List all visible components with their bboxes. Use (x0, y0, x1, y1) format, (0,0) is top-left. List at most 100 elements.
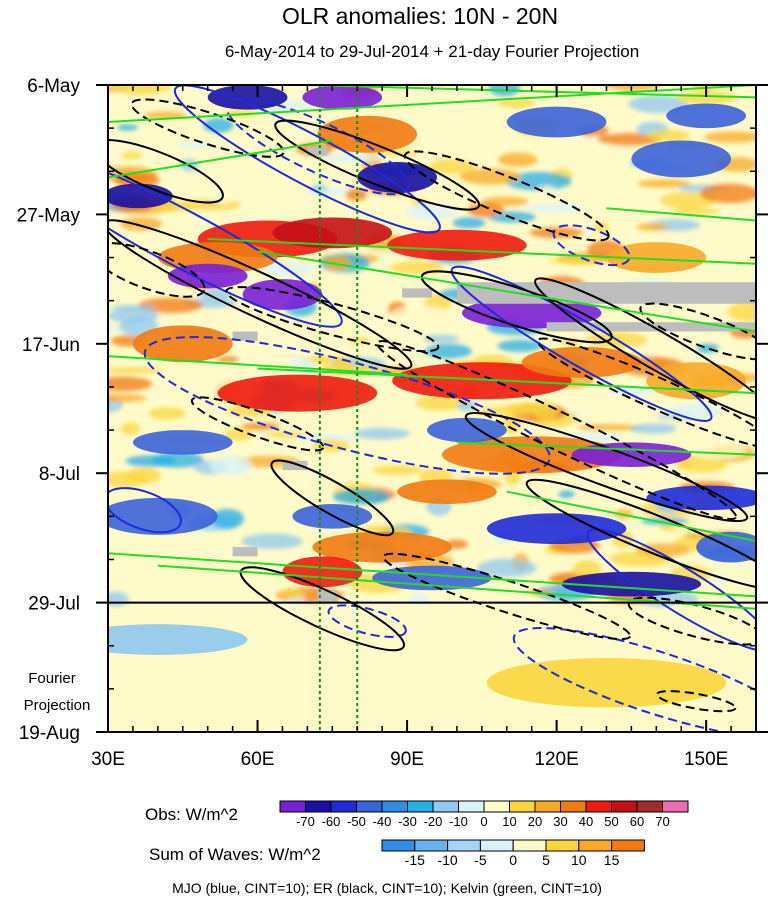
mjo-negative-contour (327, 604, 407, 638)
texture-blob (703, 131, 756, 143)
mjo-negative-contour (512, 626, 756, 732)
texture-blob (691, 442, 747, 460)
texture-blob (345, 188, 367, 201)
er-negative-contour (130, 98, 285, 158)
colorbar-level: -10 (449, 814, 468, 829)
kelvin-contour (108, 139, 333, 179)
anomaly-feature (312, 531, 452, 563)
colorbar-swatch (356, 800, 383, 813)
texture-blob (258, 333, 286, 351)
wave-contours (108, 85, 756, 732)
colorbar-level: 10 (571, 852, 587, 868)
texture-blob (676, 91, 738, 105)
missing-data-patch (402, 288, 432, 298)
texture-blob (637, 179, 691, 188)
texture-blob (467, 202, 505, 218)
texture-blob (700, 183, 756, 204)
texture-blob (636, 223, 669, 231)
texture-blob (497, 152, 538, 167)
kelvin-contours (108, 85, 756, 610)
colorbar-level: -60 (322, 814, 341, 829)
missing-data-patch (232, 547, 258, 557)
colorbar-swatch (560, 800, 587, 813)
y-tick-label: 6-May (27, 76, 80, 97)
texture-blob (629, 423, 677, 434)
er-positive-contour (525, 478, 756, 591)
texture-blob (327, 419, 357, 429)
texture-blob (177, 142, 215, 149)
projection-label-line2: Projection (24, 697, 91, 714)
colorbar-swatch (279, 800, 306, 813)
colorbar-level: -15 (405, 852, 425, 868)
texture-blob (522, 203, 585, 213)
colorbar-swatch (509, 800, 536, 813)
x-tick-label: 120E (534, 749, 578, 770)
er-negative-contour (382, 552, 632, 641)
er-positive-contour (108, 139, 224, 204)
anomaly-feature (646, 485, 756, 511)
texture-blob (332, 488, 390, 505)
texture-blob (138, 297, 204, 313)
texture-blob (669, 403, 723, 419)
x-tick-label: 150E (684, 749, 728, 770)
colorbar-level: 30 (553, 814, 567, 829)
anomaly-feature (606, 242, 707, 273)
texture-blob (126, 467, 162, 484)
texture-blob (319, 153, 381, 163)
texture-blob (116, 124, 138, 131)
texture-blob (108, 393, 147, 403)
anomaly-feature (282, 556, 363, 588)
y-tick-label: 29-Jul (28, 594, 80, 615)
colorbar-level: -40 (373, 814, 392, 829)
er-negative-contour (536, 337, 756, 449)
anomaly-feature (656, 602, 756, 628)
mjo-negative-contour (143, 336, 551, 475)
footer-legend: MJO (blue, CINT=10); ER (black, CINT=10)… (172, 880, 602, 896)
mjo-positive-contour (586, 528, 756, 653)
kelvin-contour (108, 552, 756, 598)
anomaly-feature (441, 436, 622, 474)
mjo-positive-contour (173, 85, 441, 234)
texture-blob (558, 490, 575, 499)
kelvin-contour (257, 367, 756, 395)
texture-blob (108, 591, 129, 607)
er-positive-contour (534, 277, 756, 423)
texture-blob (529, 227, 583, 238)
axes: 30E 60E 90E 120E 150E 6-May 27-May 17-Jun 8-Jul 2… (17, 76, 768, 770)
y-tick-label: 19-Aug (19, 723, 80, 744)
texture-blob (372, 465, 423, 476)
er-negative-contour (190, 396, 325, 452)
colorbar-swatch (447, 839, 481, 852)
kelvin-contour (157, 564, 756, 610)
texture-blob (675, 424, 730, 444)
texture-blob (605, 85, 660, 91)
kelvin-contour (456, 441, 756, 456)
colorbar-level: 40 (579, 814, 593, 829)
er-positive-contour (274, 119, 481, 211)
anomaly-feature (217, 374, 378, 412)
anomaly-feature (167, 263, 248, 289)
x-tick-label: 30E (91, 749, 125, 770)
er-negative-contour (403, 150, 610, 242)
kelvin-contour (506, 490, 756, 542)
texture-blob (671, 522, 727, 533)
texture-blob (592, 222, 610, 233)
er-negative-contour (225, 286, 440, 353)
colorbar-level: 20 (528, 814, 542, 829)
anomaly-feature (631, 140, 732, 178)
projection-label-line1: Fourier (28, 670, 76, 687)
y-tick-label: 17-Jun (22, 335, 80, 356)
texture-blob (505, 402, 553, 413)
colorbar-swatch (611, 839, 645, 852)
texture-blob (727, 302, 756, 322)
missing-data-patch (456, 282, 756, 304)
anomaly-feature (317, 639, 497, 677)
er-positive-contour (420, 270, 613, 344)
colorbar-level: -20 (424, 814, 443, 829)
anomaly-feature (162, 670, 303, 708)
er-positive-contour (270, 459, 395, 537)
waves-colorbar-label: Sum of Waves: W/m^2 (149, 845, 321, 864)
texture-blob (241, 533, 303, 549)
mjo-negative-contour (225, 97, 410, 196)
colorbar-swatch (585, 800, 612, 813)
